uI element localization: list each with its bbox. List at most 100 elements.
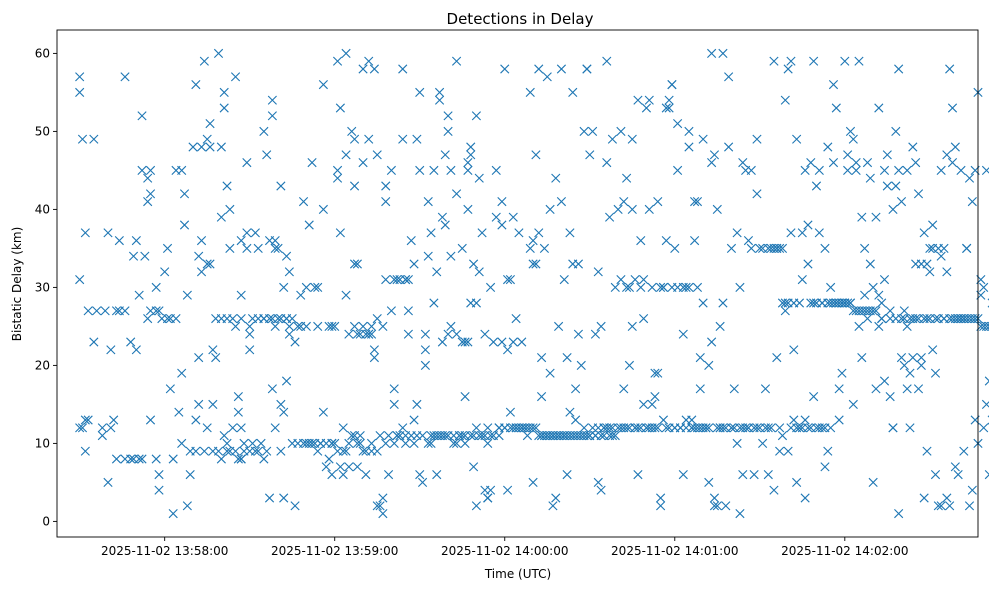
- data-point: [477, 431, 487, 441]
- data-point: [89, 337, 99, 347]
- data-point: [760, 384, 771, 394]
- data-point: [253, 243, 263, 253]
- data-point: [77, 134, 88, 144]
- data-point: [624, 282, 635, 292]
- data-point: [879, 275, 890, 285]
- data-point: [857, 212, 867, 222]
- data-point: [579, 423, 589, 433]
- data-point: [497, 337, 507, 347]
- data-point: [179, 189, 190, 199]
- data-point: [191, 80, 201, 90]
- data-point: [126, 337, 136, 347]
- data-point: [194, 353, 204, 363]
- data-point: [925, 243, 935, 253]
- data-point: [97, 423, 107, 433]
- data-point: [417, 477, 428, 487]
- data-point: [562, 470, 572, 480]
- data-point: [633, 470, 643, 480]
- data-point: [868, 477, 878, 487]
- data-point: [75, 72, 85, 82]
- data-point: [369, 345, 379, 355]
- data-point: [191, 415, 201, 425]
- data-point: [610, 431, 620, 441]
- data-point: [865, 259, 875, 269]
- data-point: [950, 142, 960, 152]
- data-point: [143, 173, 153, 183]
- data-point: [75, 423, 85, 433]
- data-point: [491, 212, 501, 222]
- data-point: [879, 376, 890, 386]
- data-point: [463, 337, 473, 347]
- data-point: [758, 438, 768, 448]
- data-point: [792, 477, 802, 487]
- y-tick-label: 50: [35, 124, 50, 138]
- data-point: [389, 438, 399, 448]
- data-point: [735, 509, 745, 519]
- data-point: [134, 454, 144, 464]
- data-point: [962, 243, 972, 253]
- data-point: [239, 438, 249, 448]
- data-point: [412, 134, 422, 144]
- data-point: [868, 282, 878, 292]
- data-point: [471, 423, 481, 433]
- data-point: [168, 509, 178, 519]
- data-point: [196, 267, 207, 277]
- data-point: [290, 501, 300, 511]
- data-point: [984, 470, 989, 480]
- data-point: [429, 298, 439, 308]
- data-point: [894, 64, 904, 74]
- data-point: [474, 267, 484, 277]
- data-point: [171, 314, 181, 324]
- data-point: [690, 236, 700, 246]
- data-point: [140, 251, 150, 261]
- data-point: [840, 56, 850, 66]
- data-point: [358, 158, 368, 168]
- data-point: [528, 259, 538, 269]
- data-point: [443, 126, 453, 136]
- data-point: [922, 314, 932, 324]
- data-point: [701, 423, 711, 433]
- data-point: [151, 454, 161, 464]
- data-point: [573, 259, 584, 269]
- data-point: [324, 454, 334, 464]
- data-point: [423, 251, 433, 261]
- data-point: [494, 431, 504, 441]
- data-point: [313, 321, 323, 331]
- data-point: [877, 298, 887, 308]
- y-tick-label: 20: [35, 358, 50, 372]
- data-point: [752, 423, 762, 433]
- data-point: [658, 415, 669, 425]
- data-point: [562, 353, 572, 363]
- data-point: [409, 259, 419, 269]
- data-point: [100, 306, 110, 316]
- data-point: [483, 493, 493, 503]
- data-point: [732, 438, 742, 448]
- data-point: [746, 165, 756, 175]
- data-point: [332, 56, 343, 66]
- data-point: [344, 329, 354, 339]
- data-point: [673, 165, 683, 175]
- data-point: [375, 431, 385, 441]
- data-point: [392, 275, 402, 285]
- data-point: [981, 399, 989, 409]
- data-point: [579, 126, 589, 136]
- data-point: [145, 189, 156, 199]
- data-point: [879, 165, 890, 175]
- data-point: [432, 267, 442, 277]
- data-point: [590, 329, 601, 339]
- data-point: [678, 329, 688, 339]
- data-point: [874, 103, 884, 113]
- data-point: [151, 282, 161, 292]
- data-point: [264, 314, 275, 324]
- data-point: [979, 282, 989, 292]
- data-point: [834, 415, 844, 425]
- data-point: [145, 165, 156, 175]
- data-point: [75, 275, 85, 285]
- data-point: [786, 56, 796, 66]
- data-point: [783, 64, 793, 74]
- data-point: [622, 423, 632, 433]
- data-point: [826, 423, 836, 433]
- data-point: [301, 282, 311, 292]
- data-point: [389, 384, 399, 394]
